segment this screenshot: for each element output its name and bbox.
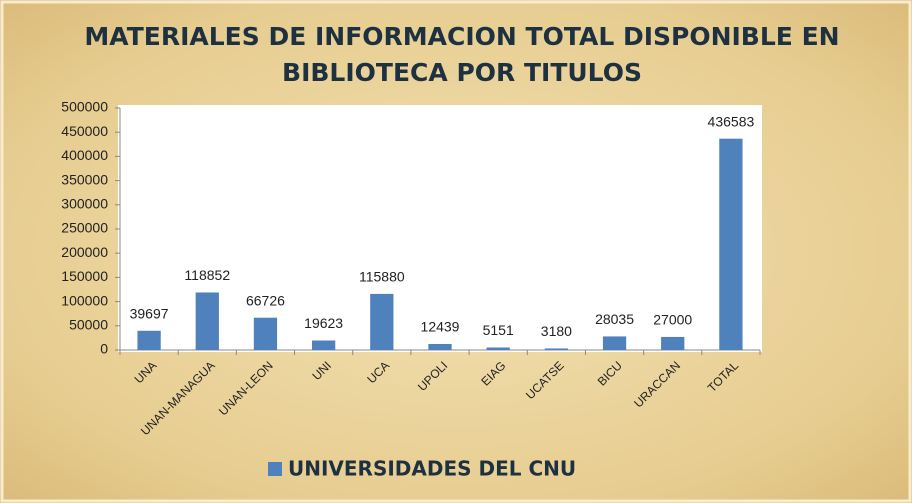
chart-title: BIBLIOTECA POR TITULOS <box>282 58 642 87</box>
bar <box>137 330 161 350</box>
bar <box>370 293 394 350</box>
value-label: 115880 <box>359 269 405 285</box>
value-label: 28035 <box>595 311 634 327</box>
value-label: 436583 <box>708 113 755 129</box>
y-tick-label: 200000 <box>61 244 108 260</box>
y-tick-label: 300000 <box>61 196 108 212</box>
y-tick-label: 100000 <box>61 292 108 308</box>
plot-area <box>118 105 762 352</box>
legend-swatch <box>268 462 282 476</box>
value-label: 118852 <box>184 267 230 283</box>
bar <box>195 292 219 350</box>
bar <box>661 336 685 350</box>
y-tick-label: 450000 <box>61 123 108 139</box>
value-label: 12439 <box>421 319 460 335</box>
legend-label: UNIVERSIDADES DEL CNU <box>288 457 576 481</box>
y-tick-label: 500000 <box>61 99 108 115</box>
bar <box>602 336 627 350</box>
bar <box>428 343 452 350</box>
value-label: 66726 <box>246 292 285 308</box>
bar <box>312 340 336 350</box>
bar <box>486 347 510 350</box>
y-tick-label: 400000 <box>61 147 108 163</box>
value-label: 3180 <box>541 323 572 339</box>
chart-title: MATERIALES DE INFORMACION TOTAL DISPONIB… <box>84 22 839 51</box>
y-tick-label: 150000 <box>61 268 108 284</box>
y-tick-label: 350000 <box>61 171 108 187</box>
bar <box>253 317 278 350</box>
value-label: 27000 <box>653 312 692 328</box>
bar <box>544 348 568 350</box>
bar <box>719 138 743 350</box>
value-label: 39697 <box>130 305 169 321</box>
y-tick-label: 250000 <box>61 220 108 236</box>
value-label: 5151 <box>483 322 514 338</box>
y-tick-label: 0 <box>100 341 108 357</box>
y-tick-label: 50000 <box>69 317 108 333</box>
value-label: 19623 <box>304 315 343 331</box>
